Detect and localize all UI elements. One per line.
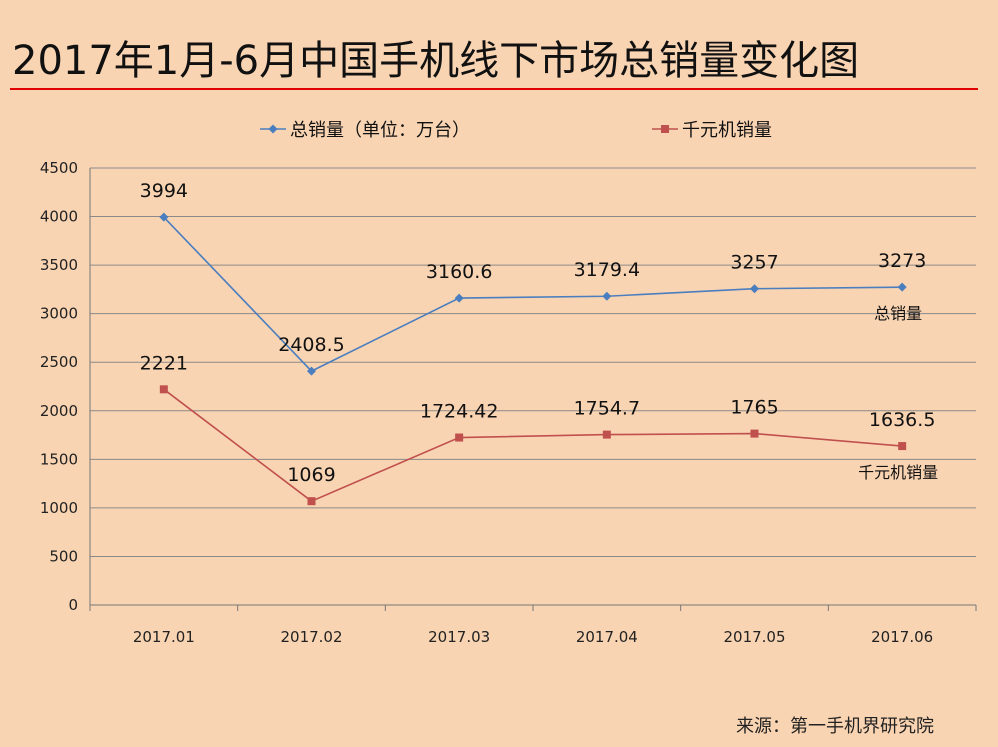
y-tick-label: 4500 [40,159,78,177]
series-end-label: 总销量 [874,304,922,323]
series-end-label: 千元机销量 [858,463,938,482]
y-tick-label: 3000 [40,305,78,323]
data-point [159,385,168,394]
legend-marker [268,124,278,134]
series-line-budget [163,388,903,503]
y-tick-label: 1500 [40,450,78,468]
legend-marker [661,125,669,133]
data-point [454,293,464,303]
title-underline [10,88,978,90]
data-point [750,284,759,294]
data-point [307,497,316,506]
data-point [898,442,907,451]
data-label: 1754.7 [574,398,640,420]
y-tick-label: 2000 [40,402,78,420]
legend-entry: 总销量（单位：万台） [290,120,470,141]
x-tick-label: 2017.02 [280,628,342,646]
data-label: 3257 [730,252,778,274]
x-tick-label: 2017.03 [428,628,490,646]
x-tick-label: 2017.06 [871,628,933,646]
y-tick-label: 1000 [40,499,78,517]
legend-entry: 千元机销量 [682,120,772,141]
data-label: 1724.42 [420,401,499,423]
y-tick-label: 2500 [40,353,78,371]
line-chart: 0 500 1000 1500 2000 2500 3000 3500 4000 4500 2017… [40,120,977,646]
y-tick-label: 3500 [40,256,78,274]
data-point [750,429,759,438]
x-tick-label: 2017.04 [576,628,638,646]
data-label: 1069 [287,464,335,486]
y-tick-label: 500 [49,547,78,565]
series-line-total [163,216,903,373]
y-tick-label: 0 [68,596,78,614]
data-point [159,212,169,222]
data-label: 3160.6 [426,261,492,283]
y-tick-label: 4000 [40,208,78,226]
data-label: 3273 [878,250,926,272]
data-label: 1765 [730,397,778,419]
data-point [307,366,316,376]
data-label: 3994 [140,180,188,202]
chart-title: 2017年1月-6月中国手机线下市场总销量变化图 [12,38,860,84]
x-tick-label: 2017.01 [133,628,195,646]
data-point [602,291,612,301]
data-point [602,430,611,439]
source-note: 来源：第一手机界研究院 [736,716,934,737]
x-tick-label: 2017.05 [723,628,785,646]
data-label: 1636.5 [869,409,935,431]
data-point [897,282,907,292]
data-point [455,433,464,442]
data-label: 2408.5 [278,334,344,356]
data-label: 2221 [140,352,188,374]
data-label: 3179.4 [574,259,640,281]
